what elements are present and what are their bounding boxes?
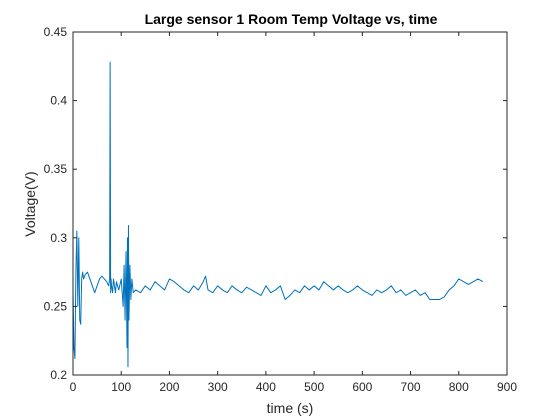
x-tick-label: 900 xyxy=(497,380,517,394)
x-tick-label: 300 xyxy=(208,380,228,394)
series-layer xyxy=(72,61,484,368)
plot-area xyxy=(73,32,507,375)
y-tick-label: 0.35 xyxy=(44,162,68,176)
x-tick-label: 0 xyxy=(70,380,77,394)
series-line-0 xyxy=(72,61,484,368)
x-tick-label: 400 xyxy=(256,380,276,394)
y-axis-label: Voltage(V) xyxy=(22,171,38,236)
x-axis-ticks: 0 100 200 300 400 500 600 700 800 900 xyxy=(70,32,517,394)
x-tick-label: 100 xyxy=(111,380,131,394)
axes-box xyxy=(72,31,508,376)
x-tick-label: 500 xyxy=(304,380,324,394)
x-tick-label: 700 xyxy=(401,380,421,394)
x-tick-label: 200 xyxy=(159,380,179,394)
y-tick-label: 0.4 xyxy=(50,94,67,108)
y-tick-label: 0.45 xyxy=(44,25,68,39)
y-tick-label: 0.25 xyxy=(44,299,68,313)
chart-title: Large sensor 1 Room Temp Voltage vs, tim… xyxy=(145,11,438,27)
y-axis-ticks: 0.2 0.25 0.3 0.35 0.4 0.45 xyxy=(44,25,507,382)
x-tick-label: 600 xyxy=(352,380,372,394)
y-tick-label: 0.2 xyxy=(50,368,67,382)
y-tick-label: 0.3 xyxy=(50,231,67,245)
x-axis-label: time (s) xyxy=(267,400,314,416)
x-tick-label: 800 xyxy=(449,380,469,394)
